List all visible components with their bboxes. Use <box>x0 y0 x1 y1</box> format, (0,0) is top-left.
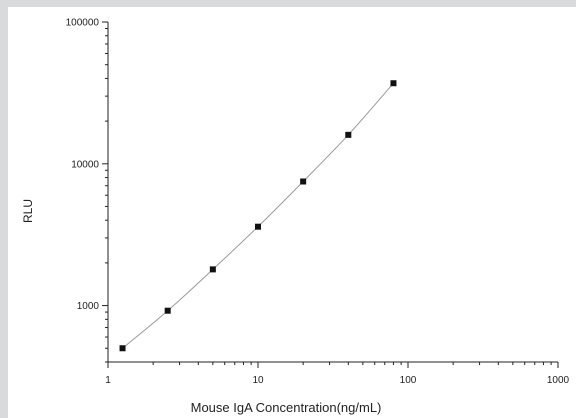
axes <box>107 22 558 363</box>
data-points <box>119 80 397 352</box>
y-tick-label: 1000 <box>77 301 100 312</box>
fit-curve <box>122 82 394 349</box>
data-point <box>119 345 126 352</box>
x-tick-label: 10 <box>252 375 264 386</box>
x-tick-label: 1000 <box>547 375 570 386</box>
chart-frame: 1 10 100 1000 1000 10000 100000 Mouse IgA Conc… <box>8 7 576 418</box>
data-point <box>345 131 352 138</box>
y-tick-label: 100000 <box>66 18 100 29</box>
x-tick-label: 1 <box>105 375 111 386</box>
data-point <box>300 178 307 185</box>
x-axis-label: Mouse IgA Concentration(ng/mL) <box>191 400 382 415</box>
data-point <box>164 307 171 314</box>
data-point <box>209 266 216 273</box>
ticks: 1 10 100 1000 1000 10000 100000 <box>66 18 570 387</box>
x-tick-label: 100 <box>400 375 417 386</box>
data-point <box>255 223 261 230</box>
y-tick-label: 10000 <box>71 159 99 170</box>
y-axis-label: RLU <box>21 199 35 223</box>
standard-curve-chart: 1 10 100 1000 1000 10000 100000 Mouse IgA Conc… <box>21 18 570 416</box>
data-point <box>390 80 397 87</box>
